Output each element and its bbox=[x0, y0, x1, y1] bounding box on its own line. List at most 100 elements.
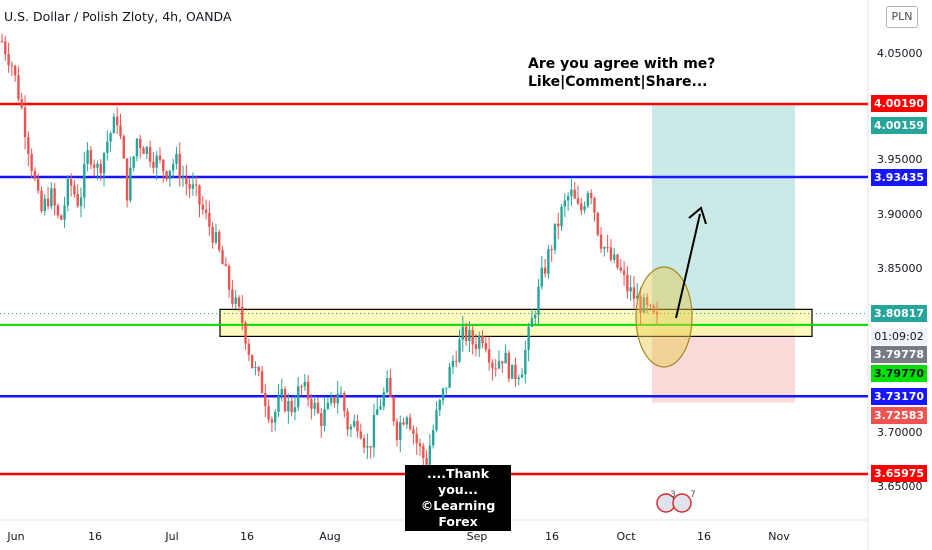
candle-body bbox=[83, 163, 86, 198]
price-tag-lower-blue: 3.73170 bbox=[871, 388, 927, 405]
symbol-title: U.S. Dollar / Polish Zloty, 4h, OANDA bbox=[4, 9, 232, 24]
candle-body bbox=[343, 393, 346, 412]
candle-body bbox=[297, 386, 300, 408]
candle-body bbox=[254, 367, 257, 369]
candle-body bbox=[379, 406, 382, 410]
candle-body bbox=[445, 387, 448, 389]
candle-body bbox=[306, 381, 310, 400]
candle-body bbox=[376, 409, 379, 415]
candle-body bbox=[287, 401, 290, 412]
candle-body bbox=[438, 400, 441, 411]
candle-body bbox=[283, 388, 287, 412]
candle-body bbox=[603, 247, 606, 249]
candle-body bbox=[277, 396, 280, 413]
candle-body bbox=[349, 426, 353, 430]
candle-body bbox=[139, 138, 142, 149]
candle-body bbox=[109, 133, 112, 142]
x-tick: Aug bbox=[319, 530, 341, 543]
candle-body bbox=[543, 267, 547, 274]
candle-body bbox=[155, 155, 158, 168]
candle-body bbox=[613, 254, 616, 260]
candle-body bbox=[125, 158, 129, 201]
candle-body bbox=[0, 41, 4, 43]
candle-body bbox=[385, 377, 389, 393]
x-tick: Jun bbox=[7, 530, 25, 543]
candle-body bbox=[326, 402, 330, 409]
event-count: 3 bbox=[670, 490, 676, 500]
thanks-line-2: ©Learning Forex bbox=[420, 498, 496, 529]
y-tick: 3.70000 bbox=[877, 426, 923, 439]
candle-body bbox=[231, 289, 234, 304]
candle-body bbox=[191, 184, 195, 189]
candle-body bbox=[244, 322, 247, 344]
candle-body bbox=[583, 206, 586, 211]
candle-body bbox=[626, 274, 629, 292]
x-tick: Jul bbox=[165, 530, 179, 543]
price-tag-entry: 3.79778 bbox=[871, 346, 927, 363]
candle-body bbox=[204, 209, 208, 213]
candle-body bbox=[171, 163, 175, 171]
candle-body bbox=[557, 223, 560, 227]
price-tag-resistance: 4.00190 bbox=[871, 95, 927, 112]
candle-body bbox=[168, 170, 172, 180]
candle-body bbox=[478, 336, 481, 349]
candle-body bbox=[501, 361, 504, 364]
candle-body bbox=[527, 326, 530, 350]
candle-body bbox=[148, 147, 152, 162]
candle-body bbox=[540, 267, 543, 287]
candle-body bbox=[116, 116, 119, 126]
currency-button[interactable]: PLN bbox=[886, 6, 918, 28]
candle-body bbox=[227, 265, 231, 290]
candle-body bbox=[382, 392, 386, 407]
candle-body bbox=[237, 297, 241, 307]
price-tag-stop: 3.72583 bbox=[871, 407, 927, 424]
candle-body bbox=[214, 232, 218, 243]
candle-body bbox=[178, 153, 181, 179]
candle-body bbox=[352, 420, 356, 427]
candle-body bbox=[129, 167, 132, 201]
candle-body bbox=[221, 249, 224, 265]
candle-body bbox=[37, 178, 40, 191]
candle-body bbox=[415, 433, 418, 444]
candle-body bbox=[320, 413, 323, 426]
candle-body bbox=[560, 206, 563, 227]
x-tick: Sep bbox=[466, 530, 488, 543]
candle-body bbox=[17, 75, 20, 100]
candle-body bbox=[649, 305, 652, 307]
candle-body bbox=[451, 360, 455, 368]
candle-body bbox=[165, 171, 168, 180]
candle-body bbox=[537, 286, 540, 315]
thanks-line-1: ....Thank you... bbox=[426, 466, 490, 497]
candle-body bbox=[428, 445, 432, 465]
candle-body bbox=[616, 254, 619, 268]
candle-body bbox=[43, 198, 46, 212]
event-count-2: 7 bbox=[690, 490, 696, 500]
candle-body bbox=[13, 65, 17, 76]
candle-body bbox=[596, 212, 599, 235]
candle-body bbox=[270, 419, 274, 423]
candle-body bbox=[224, 264, 228, 266]
candle-body bbox=[96, 163, 99, 168]
candle-body bbox=[316, 402, 320, 414]
candle-body bbox=[142, 148, 145, 154]
candle-body bbox=[504, 352, 507, 364]
price-tag-last: 3.80817 bbox=[871, 305, 927, 322]
candle-body bbox=[418, 443, 422, 447]
candle-body bbox=[264, 393, 267, 407]
candle-body bbox=[520, 374, 524, 378]
candle-body bbox=[392, 397, 395, 422]
y-tick: 3.65000 bbox=[877, 480, 923, 493]
candle-body bbox=[4, 41, 7, 55]
candle-body bbox=[586, 193, 590, 207]
note-line-2: Like|Comment|Share... bbox=[528, 74, 708, 90]
candle-body bbox=[435, 410, 438, 430]
candle-body bbox=[106, 141, 109, 153]
candle-body bbox=[323, 408, 326, 426]
candle-body bbox=[471, 330, 474, 345]
candle-body bbox=[629, 287, 632, 292]
candle-body bbox=[30, 153, 33, 171]
events-icon[interactable]: 3 7 bbox=[656, 490, 696, 520]
candle-body bbox=[234, 297, 237, 304]
